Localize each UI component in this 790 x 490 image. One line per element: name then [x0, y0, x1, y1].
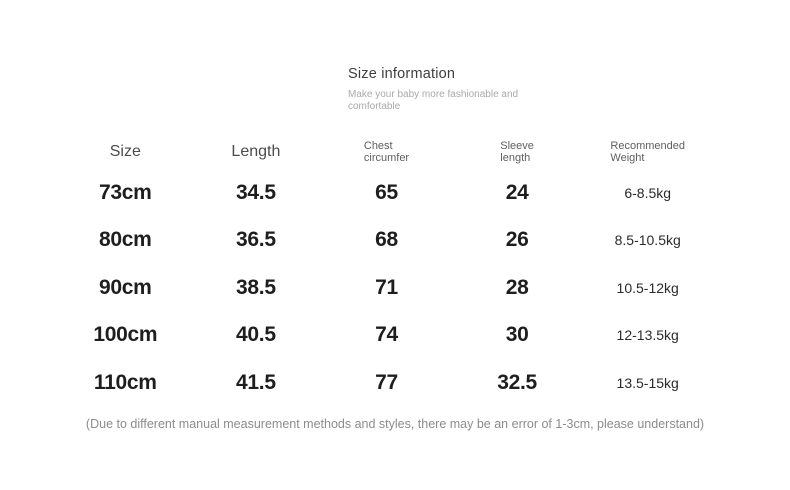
column-header-line: Chest — [363, 139, 393, 152]
cell-chest-circumference: 65 — [375, 180, 398, 204]
column-header-line: Recommended — [610, 139, 685, 152]
table-row-73cm: 73cm 34.5 65 24 6-8.5kg — [60, 169, 713, 217]
cell-length: 38.5 — [236, 275, 276, 299]
table-row-80cm: 80cm 36.5 68 26 8.5-10.5kg — [60, 217, 713, 265]
table-row-100cm: 100cm 40.5 74 30 12-13.5kg — [60, 312, 713, 360]
cell-size: 90cm — [99, 275, 152, 299]
cell-recommended-weight: 12-13.5kg — [616, 327, 679, 344]
column-header-length: Length — [231, 143, 281, 160]
column-header-sleeve-length: Sleeve length — [500, 140, 534, 165]
column-header-line: Sleeve — [500, 139, 534, 152]
cell-sleeve-length: 26 — [505, 228, 529, 252]
cell-length: 36.5 — [236, 228, 276, 252]
cell-length: 41.5 — [236, 370, 276, 394]
cell-chest-circumference: 71 — [375, 275, 398, 299]
cell-sleeve-length: 30 — [505, 323, 529, 347]
measurement-disclaimer: (Due to different manual measurement met… — [85, 417, 705, 431]
column-header-size: Size — [109, 143, 141, 160]
size-table: Size Length Chest circumfer Sleeve lengt… — [60, 135, 713, 407]
cell-recommended-weight: 10.5-12kg — [616, 279, 679, 296]
section-header: Size information Make your baby more fas… — [348, 66, 536, 113]
cell-size: 110cm — [93, 370, 157, 394]
cell-recommended-weight: 13.5-15kg — [616, 374, 679, 391]
cell-sleeve-length: 32.5 — [497, 370, 537, 394]
section-subtitle: Make your baby more fashionable and comf… — [348, 89, 519, 112]
column-header-line: length — [500, 152, 531, 164]
cell-size: 73cm — [99, 180, 152, 204]
size-table-header-row: Size Length Chest circumfer Sleeve lengt… — [60, 135, 713, 169]
table-row-110cm: 110cm 41.5 77 32.5 13.5-15kg — [60, 359, 713, 407]
cell-chest-circumference: 68 — [375, 228, 398, 252]
column-header-recommended-weight: Recommended Weight — [610, 140, 685, 165]
cell-chest-circumference: 74 — [375, 323, 398, 347]
cell-sleeve-length: 28 — [505, 275, 529, 299]
cell-recommended-weight: 6-8.5kg — [624, 184, 672, 201]
column-header-chest-circumference: Chest circumfer — [364, 140, 409, 165]
section-title: Size information — [348, 66, 456, 82]
cell-length: 40.5 — [236, 323, 276, 347]
cell-length: 34.5 — [236, 180, 276, 204]
cell-chest-circumference: 77 — [375, 370, 398, 394]
cell-recommended-weight: 8.5-10.5kg — [614, 232, 681, 249]
column-header-line: Weight — [610, 152, 645, 164]
cell-size: 100cm — [93, 323, 158, 347]
cell-sleeve-length: 24 — [505, 180, 529, 204]
table-row-90cm: 90cm 38.5 71 28 10.5-12kg — [60, 264, 713, 312]
column-header-line: circumfer — [363, 152, 410, 164]
cell-size: 80cm — [99, 228, 152, 252]
